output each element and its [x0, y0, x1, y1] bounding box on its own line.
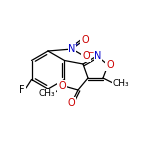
Text: O: O	[58, 81, 66, 91]
Text: O: O	[81, 35, 89, 45]
Text: O: O	[106, 60, 114, 70]
Text: CH₃: CH₃	[113, 79, 129, 88]
Text: CH₃: CH₃	[39, 90, 55, 98]
Text: N: N	[94, 51, 102, 61]
Text: F: F	[19, 85, 25, 95]
Text: N: N	[68, 44, 76, 54]
Text: −: −	[87, 48, 94, 57]
Text: O: O	[82, 51, 90, 61]
Text: +: +	[73, 43, 78, 47]
Text: O: O	[67, 98, 75, 108]
